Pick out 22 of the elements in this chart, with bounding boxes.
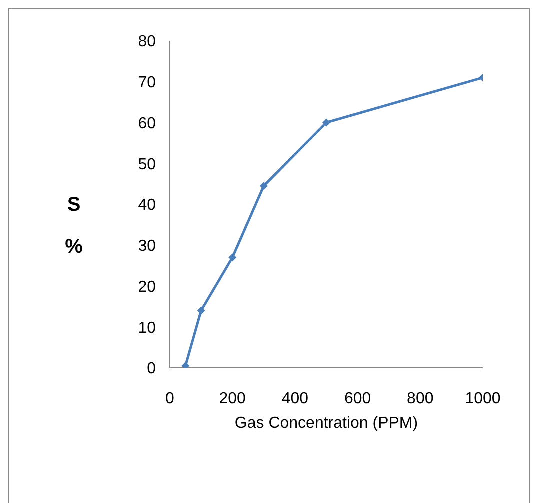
x-tick-label: 600 <box>344 390 372 408</box>
y-tick-label: 10 <box>138 320 156 337</box>
x-tick-label: 0 <box>166 390 175 408</box>
y-tick-label: 60 <box>138 115 156 132</box>
x-tick-label: 400 <box>282 390 309 408</box>
y-tick-label: 50 <box>138 156 156 174</box>
point <box>228 254 237 262</box>
y-tick-label: 40 <box>138 197 156 214</box>
point <box>182 362 190 368</box>
x-axis-title: Gas Concentration (PPM) <box>234 415 418 432</box>
y-tick-label: 0 <box>147 360 156 378</box>
y-axis-title: S % <box>64 193 84 260</box>
x-tick-label: 1000 <box>465 390 501 408</box>
x-tick-label: 200 <box>219 390 246 408</box>
x-tick-label: 800 <box>407 390 434 408</box>
point <box>197 306 206 315</box>
point <box>322 118 330 127</box>
y-tick-label: 30 <box>138 238 156 256</box>
y-tick-label: 80 <box>138 34 156 51</box>
y-tick-label: 70 <box>138 74 156 92</box>
point <box>260 182 268 190</box>
y-tick-label: 20 <box>138 278 156 296</box>
